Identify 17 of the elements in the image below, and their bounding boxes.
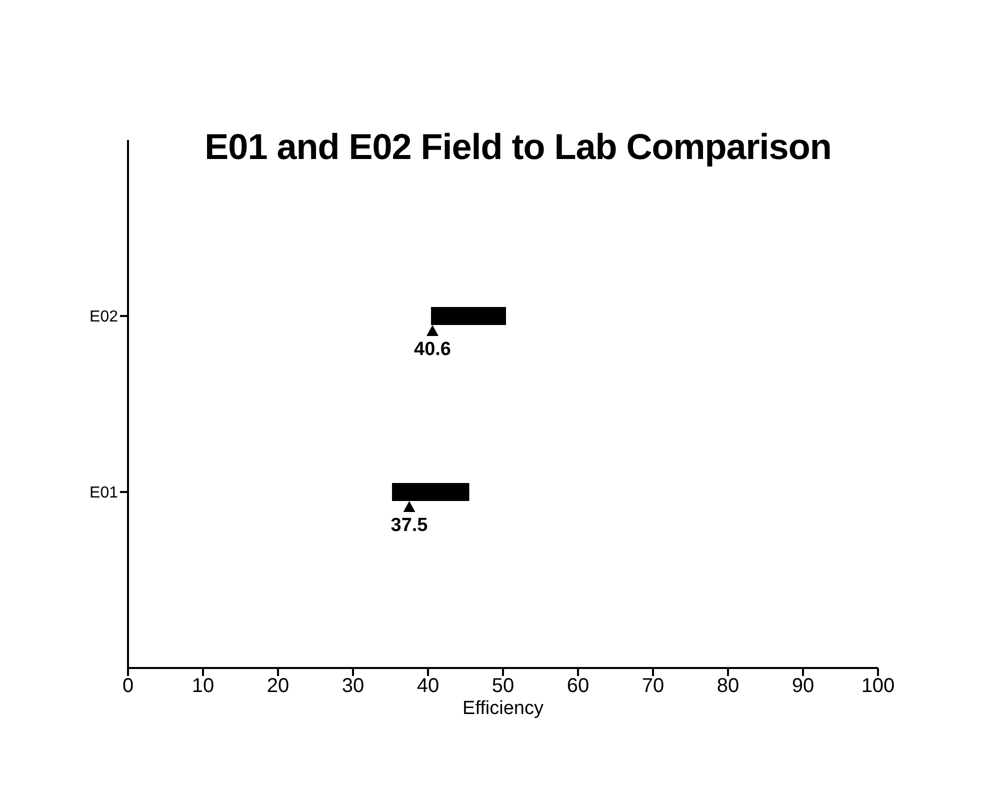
x-tick-label: 80 [716, 675, 740, 698]
x-tick-label: 50 [492, 675, 514, 698]
data-label: 37.5 [390, 515, 428, 536]
x-tick-label: 60 [566, 675, 590, 698]
x-tick-label: 0 [122, 675, 134, 698]
y-tick-label: E01 [90, 484, 118, 502]
x-axis-title: Efficiency [462, 698, 544, 719]
x-tick-label: 10 [192, 675, 214, 698]
x-tick-label: 100 [861, 675, 895, 698]
chart-title: E01 and E02 Field to Lab Comparison [204, 126, 832, 168]
x-tick-label: 90 [792, 675, 814, 698]
data-label: 40.6 [414, 339, 451, 360]
x-tick-label: 70 [642, 675, 664, 698]
x-tick-label: 40 [416, 675, 440, 698]
x-tick-label: 20 [266, 675, 290, 698]
y-tick-label: E02 [90, 308, 118, 326]
x-tick-label: 30 [342, 675, 364, 698]
